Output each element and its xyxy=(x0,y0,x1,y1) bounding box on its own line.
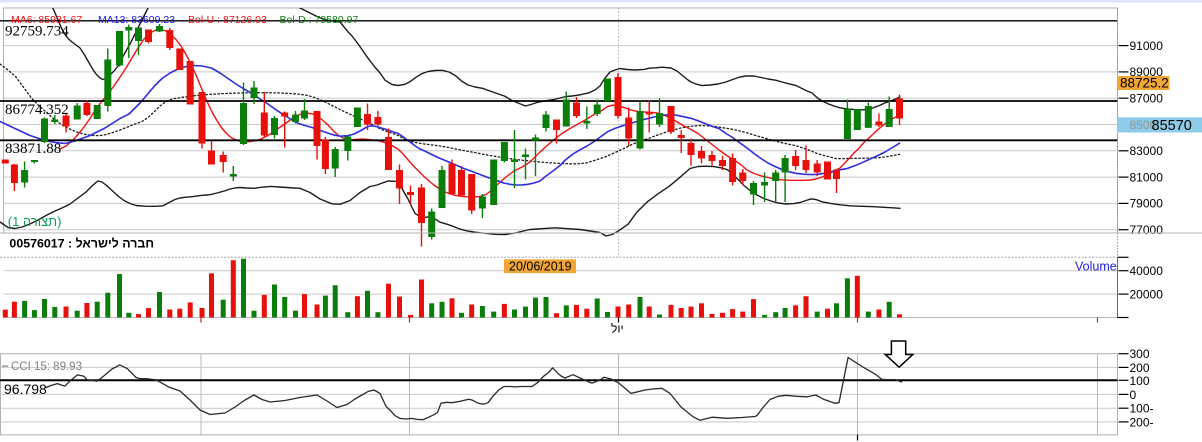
svg-text:חברה לישראל : 00576017: חברה לישראל : 00576017 xyxy=(9,237,154,251)
svg-text:20/06/2019: 20/06/2019 xyxy=(509,260,572,274)
svg-text:85570: 85570 xyxy=(1152,118,1192,134)
svg-text:100-: 100- xyxy=(1130,402,1154,416)
svg-text:83000: 83000 xyxy=(1130,144,1164,158)
svg-text:96.798: 96.798 xyxy=(4,381,47,397)
svg-text:100: 100 xyxy=(1130,374,1150,388)
svg-text:200: 200 xyxy=(1130,361,1150,375)
svg-text:87000: 87000 xyxy=(1130,91,1164,105)
svg-text:89000: 89000 xyxy=(1130,65,1164,79)
svg-text:Bol-U : 87126.03: Bol-U : 87126.03 xyxy=(188,14,267,26)
svg-text:77000: 77000 xyxy=(1130,223,1164,237)
svg-text:Volume: Volume xyxy=(1075,260,1117,274)
svg-text:0: 0 xyxy=(1130,388,1137,402)
svg-text:79000: 79000 xyxy=(1130,197,1164,211)
svg-text:MA6: 85931.67: MA6: 85931.67 xyxy=(11,14,82,26)
svg-text:20000: 20000 xyxy=(1130,287,1164,301)
svg-text:CCI 15: 89.93: CCI 15: 89.93 xyxy=(11,361,82,373)
svg-text:40000: 40000 xyxy=(1130,264,1164,278)
svg-text:88725.2: 88725.2 xyxy=(1120,76,1169,91)
svg-text:91000: 91000 xyxy=(1130,39,1164,53)
svg-text:יול: יול xyxy=(611,322,624,336)
svg-text:300: 300 xyxy=(1130,347,1150,361)
svg-text:86774.352: 86774.352 xyxy=(5,102,69,118)
svg-text:200-: 200- xyxy=(1130,415,1154,429)
svg-text:Bol-D : 78580.97: Bol-D : 78580.97 xyxy=(280,14,359,26)
svg-text:(תצורה 1): (תצורה 1) xyxy=(8,214,62,229)
svg-text:83871.88: 83871.88 xyxy=(5,141,61,157)
svg-text:MA13: 83609.23: MA13: 83609.23 xyxy=(98,14,175,26)
svg-text:81000: 81000 xyxy=(1130,170,1164,184)
svg-text:92759.734: 92759.734 xyxy=(5,24,69,40)
svg-text:8500: 8500 xyxy=(1130,118,1157,132)
